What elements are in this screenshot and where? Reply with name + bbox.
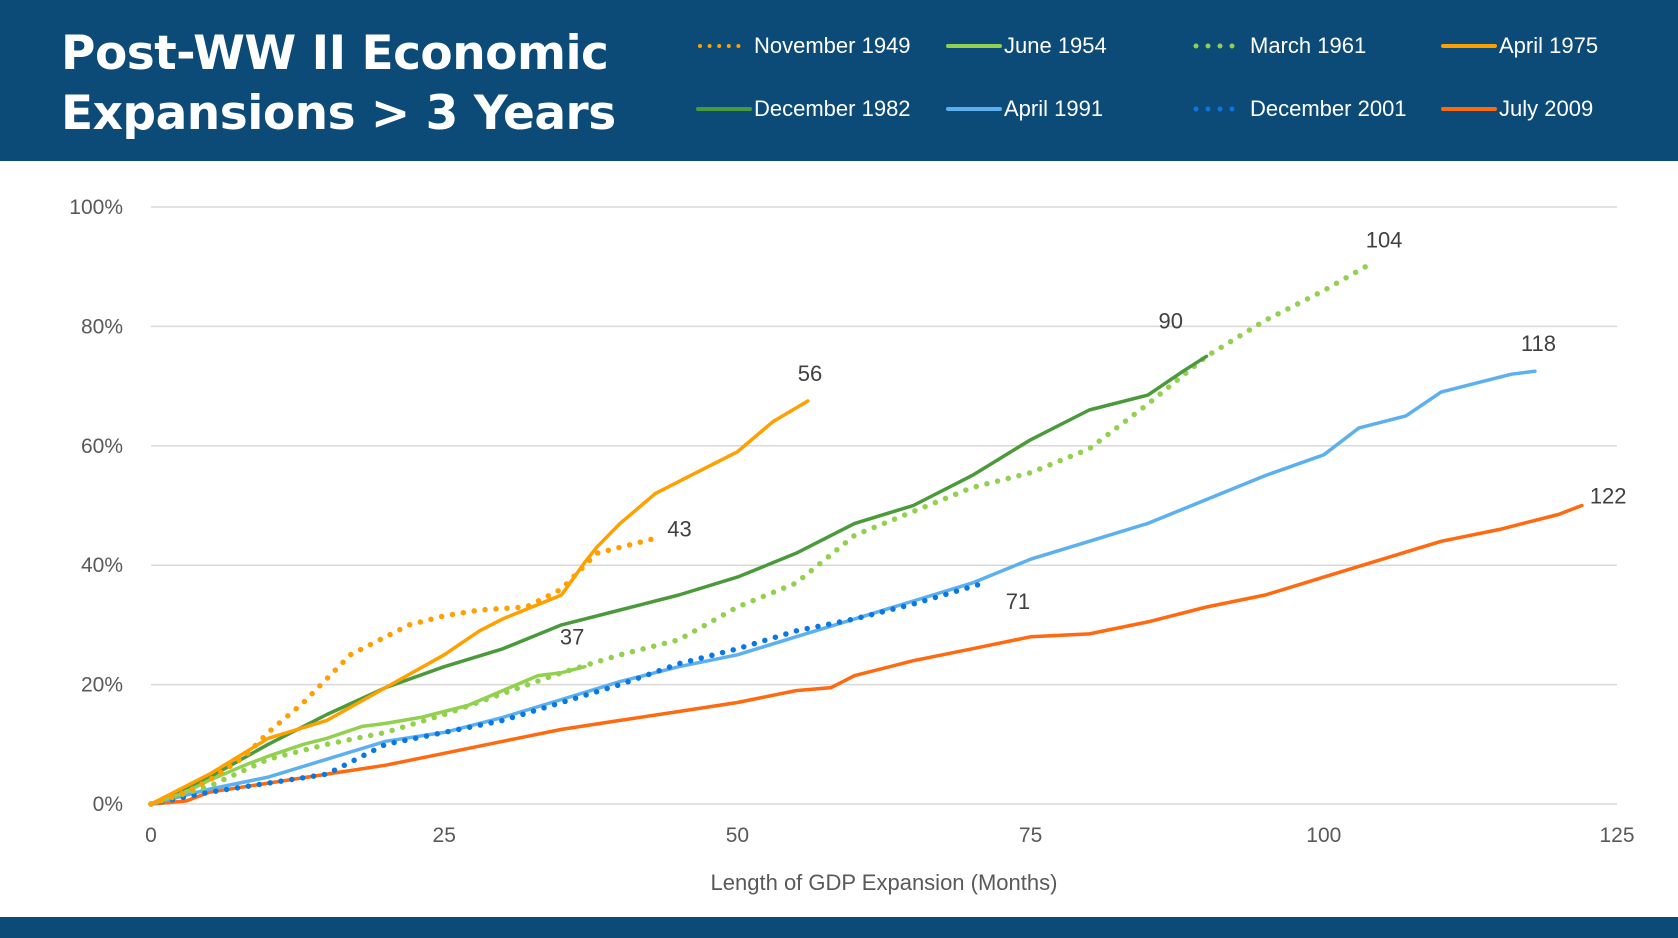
legend-swatch-light-blue <box>946 107 1002 111</box>
header-bar: Post-WW II Economic Expansions > 3 Years… <box>0 0 1678 161</box>
x-axis-ticks: 0 25 50 75 100 125 <box>145 824 1634 847</box>
x-tick-label: 0 <box>145 824 157 847</box>
legend-label: April 1991 <box>1004 96 1104 121</box>
end-label-april-1975: 56 <box>798 361 822 386</box>
legend: November 1949 June 1954 March 1961 April… <box>0 0 1678 161</box>
legend-label: December 1982 <box>754 96 911 121</box>
legend-swatch-dotted-orange <box>698 44 750 48</box>
legend-item-december-2001: December 2001 <box>1192 94 1407 124</box>
x-tick-label: 125 <box>1599 824 1634 847</box>
legend-label: June 1954 <box>1004 33 1107 58</box>
series-line-april-1975 <box>149 399 810 806</box>
y-tick-label: 20% <box>81 674 123 697</box>
x-tick-label: 25 <box>433 824 456 847</box>
title-line-1: Post-WW II Economic <box>61 26 609 81</box>
end-labels: 43 37 104 56 90 118 71 122 <box>560 228 1627 650</box>
series-line-march-1961 <box>148 260 1374 807</box>
gridlines <box>151 206 1617 805</box>
series-line-december-1982 <box>149 354 1209 806</box>
y-tick-label: 40% <box>81 554 123 577</box>
legend-item-november-1949: November 1949 <box>696 31 911 61</box>
series-line-june-1954 <box>149 664 587 806</box>
end-label-november-1949: 43 <box>667 516 691 541</box>
series-lines <box>148 260 1584 807</box>
legend-item-july-2009: July 2009 <box>1441 94 1593 124</box>
legend-label: July 2009 <box>1499 96 1594 121</box>
title-line-2: Expansions > 3 Years <box>61 86 616 141</box>
legend-swatch-light-green <box>946 44 1002 48</box>
end-label-december-2001: 71 <box>1006 589 1030 614</box>
legend-swatch-orange <box>1441 44 1497 48</box>
x-tick-label: 75 <box>1019 824 1042 847</box>
end-label-april-1991: 118 <box>1521 331 1556 356</box>
legend-swatch-red-orange <box>1441 107 1497 111</box>
legend-item-march-1961: March 1961 <box>1192 31 1366 61</box>
legend-item-june-1954: June 1954 <box>946 31 1107 61</box>
legend-label: December 2001 <box>1250 96 1407 121</box>
legend-item-april-1975: April 1975 <box>1441 31 1598 61</box>
legend-swatch-dotted-light-green <box>1193 43 1247 49</box>
legend-item-april-1991: April 1991 <box>946 94 1103 124</box>
chart-title: Post-WW II Economic Expansions > 3 Years <box>61 24 616 144</box>
legend-label: March 1961 <box>1250 33 1367 58</box>
series-line-november-1949 <box>148 535 659 807</box>
legend-swatch-dotted-blue <box>1193 106 1247 112</box>
end-label-july-2009: 122 <box>1590 484 1627 509</box>
y-tick-label: 0% <box>93 793 123 816</box>
y-tick-label: 60% <box>81 435 123 458</box>
line-chart: 0% 20% 40% 60% 80% 100% 0 25 50 75 100 125 43 37 104… <box>69 196 1634 895</box>
series-line-december-2001 <box>148 580 987 807</box>
y-tick-label: 80% <box>81 315 123 338</box>
legend-item-december-1982: December 1982 <box>696 94 911 124</box>
series-line-july-2009 <box>149 503 1584 806</box>
legend-label: April 1975 <box>1499 33 1599 58</box>
end-label-june-1954: 37 <box>560 625 584 650</box>
footer-bar <box>0 917 1678 938</box>
end-label-march-1961: 104 <box>1366 228 1403 253</box>
x-tick-label: 50 <box>726 824 749 847</box>
y-axis-ticks: 0% 20% 40% 60% 80% 100% <box>69 196 123 816</box>
end-label-december-1982: 90 <box>1159 308 1183 333</box>
y-tick-label: 100% <box>69 196 123 219</box>
x-axis-title: Length of GDP Expansion (Months) <box>711 870 1058 895</box>
legend-label: November 1949 <box>754 33 911 58</box>
x-tick-label: 100 <box>1306 824 1341 847</box>
legend-swatch-dark-green <box>696 107 752 111</box>
